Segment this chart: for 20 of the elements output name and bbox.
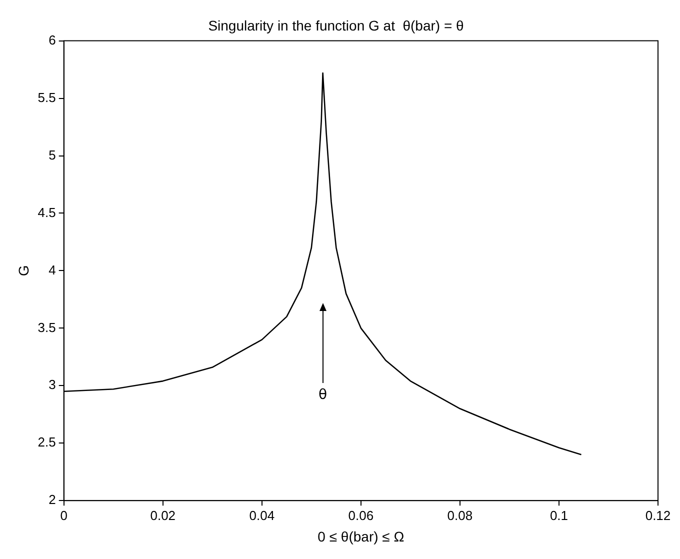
x-tick-label: 0.08 <box>447 508 473 523</box>
y-tick-label: 5 <box>48 147 56 162</box>
x-tick-label: 0.04 <box>249 508 275 523</box>
y-tick-label: 2 <box>48 492 56 508</box>
chart-title: Singularity in the function G at θ(bar) = θ <box>208 17 464 34</box>
x-axis-title: 0 ≤ θ(bar) ≤ Ω <box>318 528 404 544</box>
annotation: θ <box>318 386 328 403</box>
y-tick-label: 2.5 <box>38 434 56 450</box>
y-axis-title: G <box>15 265 32 276</box>
x-tick-label: 0.06 <box>348 508 374 523</box>
x-tick-label: 0.02 <box>150 508 176 523</box>
x-tick-label: 0 <box>60 508 68 523</box>
y-tick-label: 3.5 <box>38 320 56 335</box>
y-tick-label: 3 <box>48 377 56 392</box>
y-tick-label: 4.5 <box>38 204 56 220</box>
y-tick-label: 6 <box>48 32 56 48</box>
x-tick-label: 0.12 <box>645 508 671 523</box>
y-tick-label: 4 <box>48 262 56 278</box>
x-tick-label: 0.1 <box>550 508 568 523</box>
y-tick-label: 5.5 <box>38 90 56 105</box>
